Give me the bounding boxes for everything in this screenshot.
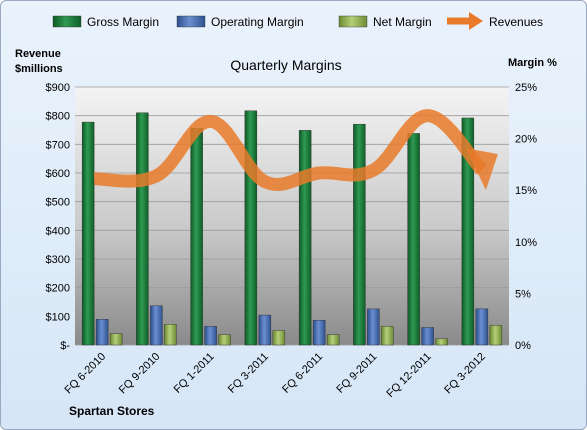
- bar-operating-margin: [475, 308, 489, 346]
- bar-operating-margin: [95, 319, 109, 346]
- revenue-arrowhead: [465, 148, 498, 191]
- left-tick-label: $-: [60, 340, 70, 352]
- legend-label: Revenues: [489, 15, 543, 29]
- revenue-line: [93, 109, 487, 191]
- left-axis-ticks: $- $100 $200 $300 $400 $500 $600 $700 $800 $900: [46, 82, 71, 352]
- right-tick-label: 15%: [515, 185, 537, 197]
- left-tick-label: $400: [46, 225, 70, 237]
- bar-operating-margin: [367, 308, 380, 346]
- bar-net-margin: [489, 325, 503, 346]
- bar-gross-margin: [190, 128, 203, 346]
- left-tick-label: $200: [46, 283, 70, 295]
- x-tick-label: FQ 9-2011: [334, 351, 379, 396]
- legend-label: Net Margin: [373, 15, 432, 29]
- right-tick-label: 25%: [515, 82, 537, 94]
- left-tick-label: $900: [46, 82, 70, 94]
- legend: Gross Margin Operating Margin Net Margin Re…: [52, 12, 543, 30]
- bar-gross-margin: [461, 117, 475, 346]
- left-tick-label: $600: [46, 168, 70, 180]
- footer-label: Spartan Stores: [69, 404, 155, 418]
- x-tick-label: FQ 3-2011: [226, 351, 271, 396]
- bar-gross-margin: [298, 130, 312, 346]
- right-tick-label: 20%: [515, 134, 537, 146]
- right-axis-label: Margin %: [508, 57, 557, 69]
- bar-net-margin: [109, 333, 123, 346]
- left-axis-label-line2: $millions: [15, 63, 63, 75]
- x-tick-label: FQ 3-2012: [442, 351, 488, 397]
- right-tick-label: 5%: [515, 288, 531, 300]
- bar-net-margin: [381, 326, 394, 346]
- x-tick-label: FQ 6-2010: [63, 351, 109, 397]
- right-tick-label: 10%: [515, 237, 537, 249]
- legend-swatch: [176, 15, 206, 28]
- legend-swatch: [52, 15, 82, 28]
- left-tick-label: $100: [46, 311, 70, 323]
- legend-arrowhead: [469, 12, 483, 30]
- left-tick-label: $500: [46, 197, 70, 209]
- bar-net-margin: [272, 330, 286, 346]
- x-axis-ticks: FQ 6-2010 FQ 9-2010 FQ 1-2011 FQ 3-2011 FQ 6…: [63, 351, 488, 400]
- x-tick-label: FQ 9-2010: [117, 351, 163, 397]
- legend-swatch: [338, 15, 368, 28]
- bar-operating-margin: [312, 320, 326, 346]
- bar-gross-margin: [136, 112, 149, 346]
- legend-label: Gross Margin: [87, 15, 159, 29]
- bar-gross-margin: [81, 121, 95, 346]
- bar-operating-margin: [204, 326, 217, 346]
- bar-net-margin: [435, 338, 448, 346]
- chart-title: Quarterly Margins: [230, 57, 341, 73]
- bar-net-margin: [164, 324, 177, 346]
- left-tick-label: $800: [46, 111, 70, 123]
- bar-operating-margin: [150, 305, 163, 346]
- right-axis-ticks: 0% 5% 10% 15% 20% 25%: [515, 82, 537, 352]
- bar-gross-margin: [407, 133, 420, 346]
- x-tick-label: FQ 6-2011: [280, 351, 325, 396]
- left-tick-label: $700: [46, 139, 70, 151]
- legend-label: Operating Margin: [211, 15, 304, 29]
- right-tick-label: 0%: [515, 340, 531, 352]
- left-axis-label-line1: Revenue: [15, 48, 61, 60]
- bar-operating-margin: [258, 314, 272, 346]
- x-tick-label: FQ 12-2011: [384, 351, 433, 400]
- revenue-line-layer: [93, 109, 498, 191]
- bar-gross-margin: [353, 123, 366, 346]
- bar-net-margin: [326, 334, 340, 346]
- bar-gross-margin: [244, 110, 258, 346]
- bar-net-margin: [218, 334, 231, 346]
- x-tick-label: FQ 1-2011: [172, 351, 217, 396]
- bar-operating-margin: [421, 327, 434, 346]
- left-tick-label: $300: [46, 254, 70, 266]
